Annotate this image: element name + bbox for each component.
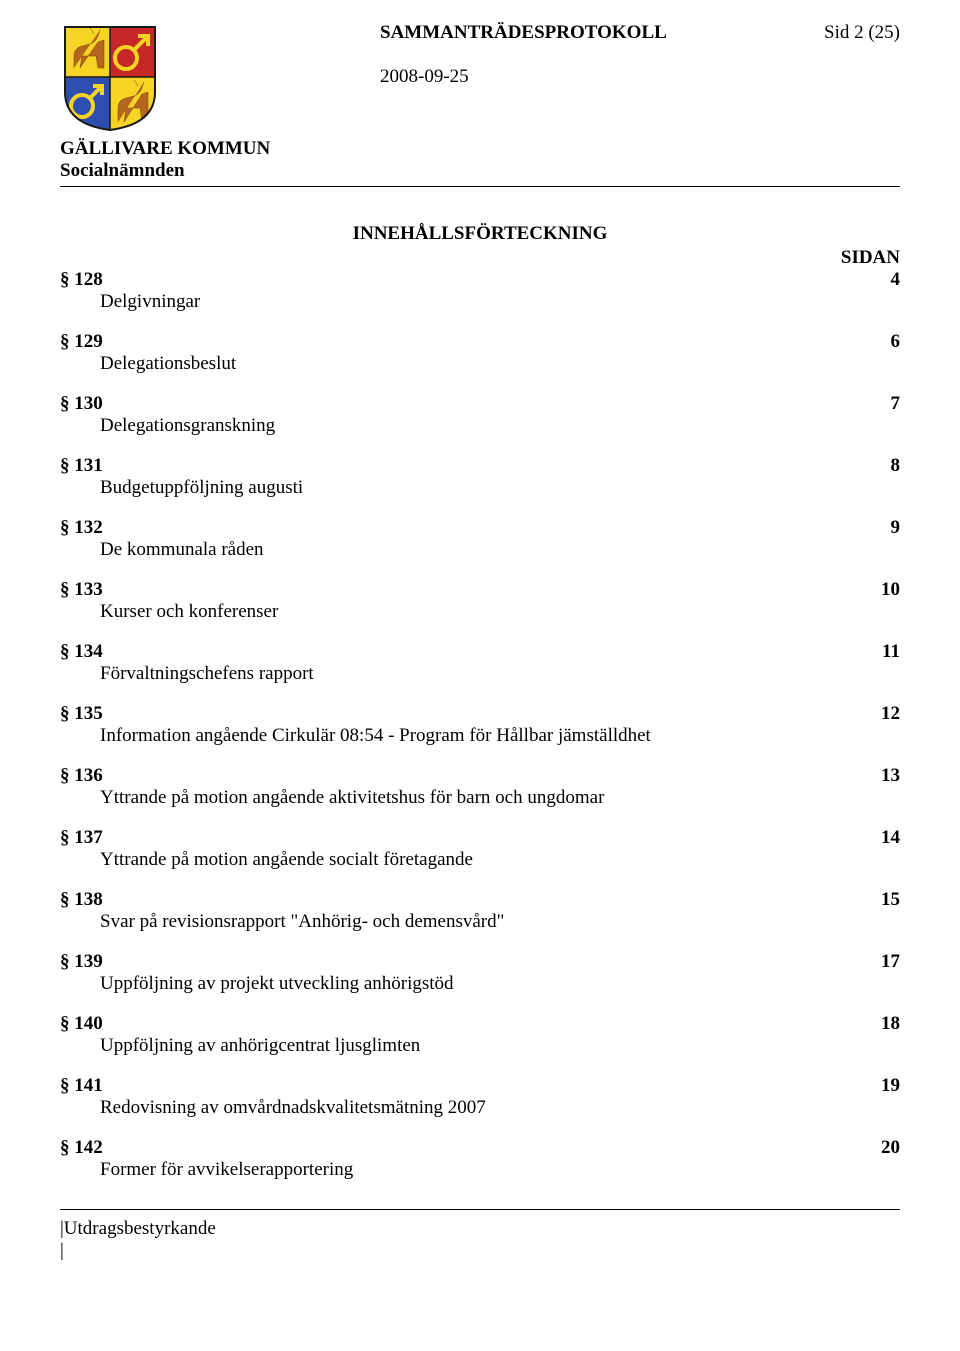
- toc-page-number: 17: [881, 951, 900, 973]
- toc-entry: § 132 9De kommunala råden: [60, 517, 900, 561]
- toc-description: Förvaltningschefens rapport: [60, 663, 900, 685]
- toc-description: Information angående Cirkulär 08:54 - Pr…: [60, 725, 900, 747]
- toc-page-number: 6: [891, 331, 901, 353]
- org-block: GÄLLIVARE KOMMUN Socialnämnden: [60, 138, 900, 182]
- toc-description: Uppföljning av projekt utveckling anhöri…: [60, 973, 900, 995]
- header-divider: [60, 186, 900, 187]
- municipal-crest-icon: [60, 22, 160, 132]
- toc-description: Former för avvikelserapportering: [60, 1159, 900, 1181]
- toc-page-number: 13: [881, 765, 900, 787]
- toc-entry: § 131 8Budgetuppföljning augusti: [60, 455, 900, 499]
- toc-section-number: § 135: [60, 703, 103, 725]
- toc-entry-header: § 141 19: [60, 1075, 900, 1097]
- toc-entry-header: § 135 12: [60, 703, 900, 725]
- toc-entries: § 128 4Delgivningar § 129 6Delegationsbeslu…: [60, 269, 900, 1181]
- toc-page-header-label: SIDAN: [841, 247, 900, 269]
- toc-section-number: § 140: [60, 1013, 103, 1035]
- toc-entry: § 136 13Yttrande på motion angående aktiv…: [60, 765, 900, 809]
- toc-description: Uppföljning av anhörigcentrat ljusglimte…: [60, 1035, 900, 1057]
- toc-entry-header: § 129 6: [60, 331, 900, 353]
- org-name: GÄLLIVARE KOMMUN: [60, 138, 900, 160]
- toc-entry: § 133 10Kurser och konferenser: [60, 579, 900, 623]
- toc-section-number: § 141: [60, 1075, 103, 1097]
- toc-entry-header: § 132 9: [60, 517, 900, 539]
- toc-page-header: SIDAN: [60, 247, 900, 269]
- toc-title: INNEHÅLLSFÖRTECKNING: [60, 223, 900, 245]
- toc-description: Kurser och konferenser: [60, 601, 900, 623]
- footer-bar: |: [60, 1240, 900, 1262]
- toc-section-number: § 132: [60, 517, 103, 539]
- toc-page-number: 11: [882, 641, 900, 663]
- toc-section-number: § 142: [60, 1137, 103, 1159]
- toc-section-number: § 129: [60, 331, 103, 353]
- toc-page-number: 14: [881, 827, 900, 849]
- page-container: SAMMANTRÄDESPROTOKOLL Sid 2 (25) 2008-09…: [0, 0, 960, 1302]
- toc-page-number: 20: [881, 1137, 900, 1159]
- toc-entry-header: § 134 11: [60, 641, 900, 663]
- toc-entry: § 139 17Uppföljning av projekt utveckling…: [60, 951, 900, 995]
- org-unit: Socialnämnden: [60, 160, 900, 182]
- toc-entry: § 135 12Information angående Cirkulär 08:…: [60, 703, 900, 747]
- toc-page-number: 12: [881, 703, 900, 725]
- toc-description: Delegationsbeslut: [60, 353, 900, 375]
- footer-label: |Utdragsbestyrkande: [60, 1218, 900, 1240]
- header-line-1: SAMMANTRÄDESPROTOKOLL Sid 2 (25): [380, 22, 900, 44]
- toc-entry: § 134 11Förvaltningschefens rapport: [60, 641, 900, 685]
- toc-entry: § 141 19Redovisning av omvårdnadskvalitet…: [60, 1075, 900, 1119]
- toc-page-number: 9: [891, 517, 901, 539]
- toc-page-number: 10: [881, 579, 900, 601]
- toc-entry: § 129 6Delegationsbeslut: [60, 331, 900, 375]
- toc-page-number: 4: [891, 269, 901, 291]
- header-date: 2008-09-25: [380, 66, 900, 88]
- toc-section-number: § 133: [60, 579, 103, 601]
- toc-entry-header: § 138 15: [60, 889, 900, 911]
- toc-entry: § 137 14Yttrande på motion angående socia…: [60, 827, 900, 871]
- toc-section-number: § 130: [60, 393, 103, 415]
- toc-entry-header: § 139 17: [60, 951, 900, 973]
- footer-divider: [60, 1209, 900, 1210]
- toc-entry: § 138 15Svar på revisionsrapport "Anhörig…: [60, 889, 900, 933]
- toc-entry: § 128 4Delgivningar: [60, 269, 900, 313]
- toc-page-number: 15: [881, 889, 900, 911]
- toc-section-number: § 136: [60, 765, 103, 787]
- toc-description: Yttrande på motion angående aktivitetshu…: [60, 787, 900, 809]
- header-row: SAMMANTRÄDESPROTOKOLL Sid 2 (25) 2008-09…: [60, 22, 900, 132]
- protocol-title: SAMMANTRÄDESPROTOKOLL: [380, 22, 667, 44]
- toc-entry: § 140 18Uppföljning av anhörigcentrat lju…: [60, 1013, 900, 1057]
- toc-section-number: § 134: [60, 641, 103, 663]
- toc-section-number: § 139: [60, 951, 103, 973]
- toc-page-number: 18: [881, 1013, 900, 1035]
- toc-description: Budgetuppföljning augusti: [60, 477, 900, 499]
- toc-page-number: 8: [891, 455, 901, 477]
- toc-description: De kommunala råden: [60, 539, 900, 561]
- toc-description: Yttrande på motion angående socialt före…: [60, 849, 900, 871]
- toc-entry-header: § 131 8: [60, 455, 900, 477]
- toc-page-number: 19: [881, 1075, 900, 1097]
- toc: SIDAN § 1284Delgivningar§ 1296Delegation…: [60, 247, 900, 1181]
- toc-description: Redovisning av omvårdnadskvalitetsmätnin…: [60, 1097, 900, 1119]
- header-text-block: SAMMANTRÄDESPROTOKOLL Sid 2 (25) 2008-09…: [160, 22, 900, 88]
- toc-description: Svar på revisionsrapport "Anhörig- och d…: [60, 911, 900, 933]
- toc-entry-header: § 130 7: [60, 393, 900, 415]
- toc-entry-header: § 133 10: [60, 579, 900, 601]
- toc-description: Delgivningar: [60, 291, 900, 313]
- toc-description: Delegationsgranskning: [60, 415, 900, 437]
- page-number: Sid 2 (25): [824, 22, 900, 44]
- toc-section-number: § 138: [60, 889, 103, 911]
- toc-entry-header: § 136 13: [60, 765, 900, 787]
- toc-section-number: § 131: [60, 455, 103, 477]
- toc-entry-header: § 128 4: [60, 269, 900, 291]
- toc-entry-header: § 137 14: [60, 827, 900, 849]
- toc-page-number: 7: [891, 393, 901, 415]
- toc-section-number: § 137: [60, 827, 103, 849]
- toc-entry-header: § 142 20: [60, 1137, 900, 1159]
- toc-entry: § 142 20Former för avvikelserapportering: [60, 1137, 900, 1181]
- toc-entry-header: § 140 18: [60, 1013, 900, 1035]
- toc-entry: § 130 7Delegationsgranskning: [60, 393, 900, 437]
- toc-section-number: § 128: [60, 269, 103, 291]
